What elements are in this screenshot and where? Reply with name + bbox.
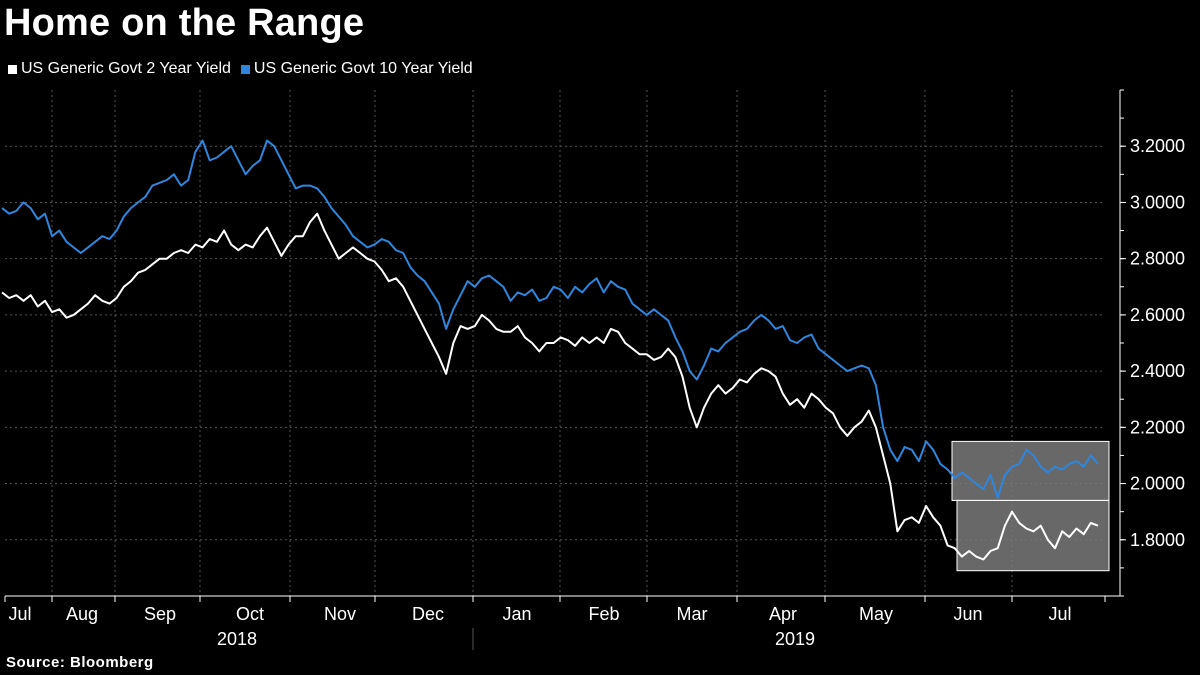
y-tick-label: 2.4000 bbox=[1130, 361, 1185, 381]
x-month-label: Oct bbox=[236, 604, 264, 624]
highlight-box-2y bbox=[956, 499, 1110, 572]
x-month-label: Mar bbox=[677, 604, 708, 624]
legend-label-2y: US Generic Govt 2 Year Yield bbox=[21, 60, 231, 77]
x-month-label: May bbox=[859, 604, 893, 624]
highlight-boxes bbox=[951, 440, 1110, 572]
highlight-box-10y bbox=[951, 440, 1110, 501]
legend-item-10y: US Generic Govt 10 Year Yield bbox=[240, 60, 473, 78]
grid bbox=[5, 90, 1105, 596]
legend: US Generic Govt 2 Year Yield US Generic … bbox=[8, 60, 473, 78]
x-year-label: 2018 bbox=[217, 629, 257, 649]
legend-swatch-10y bbox=[240, 64, 250, 74]
chart-title: Home on the Range bbox=[4, 2, 365, 44]
series-line-2y bbox=[1, 212, 1099, 561]
x-month-label: Dec bbox=[412, 604, 444, 624]
source-note: Source: Bloomberg bbox=[6, 654, 154, 671]
x-month-label: Jun bbox=[953, 604, 982, 624]
x-month-label: Jan bbox=[502, 604, 531, 624]
x-month-label: Aug bbox=[66, 604, 98, 624]
y-tick-label: 3.2000 bbox=[1130, 136, 1185, 156]
y-tick-label: 3.0000 bbox=[1130, 192, 1185, 212]
legend-swatch-2y bbox=[8, 64, 17, 74]
series-lines bbox=[1, 139, 1099, 561]
y-tick-label: 2.6000 bbox=[1130, 305, 1185, 325]
axes: 1.8000 2.0000 2.2000 2.4000 2.6000 2.8000 3.00… bbox=[4, 89, 1185, 650]
x-month-label: Apr bbox=[769, 604, 797, 624]
x-year-label: 2019 bbox=[775, 629, 815, 649]
legend-item-2y: US Generic Govt 2 Year Yield bbox=[8, 60, 231, 78]
y-tick-label: 2.2000 bbox=[1130, 417, 1185, 437]
x-month-label: Jul bbox=[1048, 604, 1071, 624]
x-month-label: Nov bbox=[324, 604, 356, 624]
series-line-10y bbox=[1, 139, 1099, 499]
x-month-label: Sep bbox=[144, 604, 176, 624]
y-tick-label: 2.8000 bbox=[1130, 249, 1185, 269]
legend-label-10y: US Generic Govt 10 Year Yield bbox=[253, 60, 473, 77]
x-month-label: Jul bbox=[8, 604, 31, 624]
y-tick-label: 2.0000 bbox=[1130, 474, 1185, 494]
x-month-label: Feb bbox=[588, 604, 619, 624]
y-tick-label: 1.8000 bbox=[1130, 530, 1185, 550]
